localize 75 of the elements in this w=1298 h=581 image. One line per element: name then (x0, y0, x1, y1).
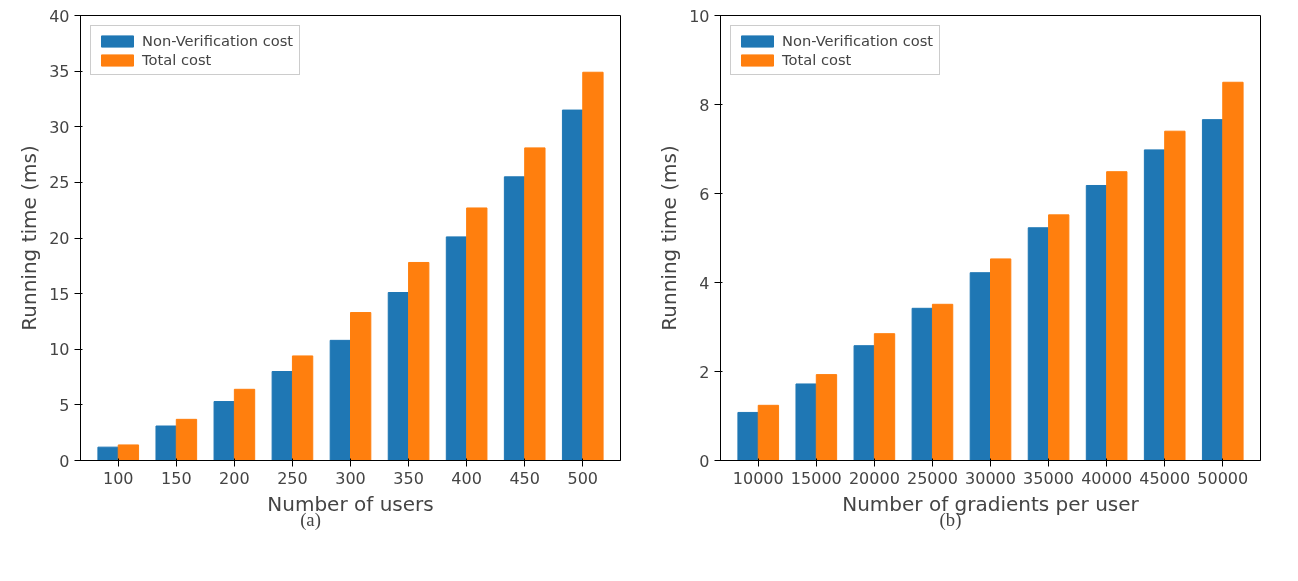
y-tick-label: 4 (699, 273, 710, 293)
bar (1048, 214, 1070, 461)
bar (445, 236, 468, 461)
bar (853, 345, 875, 461)
x-tick-label: 350 (393, 468, 424, 488)
bar (969, 272, 991, 461)
bar (990, 258, 1012, 461)
legend-label: Non-Verification cost (782, 32, 934, 49)
x-tick-label: 20000 (848, 468, 900, 488)
x-tick-label: 40000 (1081, 468, 1133, 488)
x-tick-label: 250 (277, 468, 308, 488)
bar (291, 355, 314, 461)
bar (175, 418, 198, 461)
bar (155, 425, 177, 461)
bar (582, 71, 604, 461)
y-tick-label: 25 (49, 173, 70, 193)
x-tick-label: 15000 (790, 468, 842, 488)
bar (329, 339, 351, 461)
bar (737, 411, 759, 461)
y-tick-label: 8 (699, 95, 710, 115)
x-tick-label: 400 (451, 468, 482, 488)
y-tick-label: 20 (49, 229, 70, 248)
y-tick-label: 6 (699, 184, 710, 204)
bar (213, 401, 235, 461)
y-axis-title: Running time (ms) (657, 145, 682, 331)
bar (1027, 227, 1050, 461)
y-tick-label: 0 (59, 451, 70, 471)
bar (271, 371, 293, 461)
bar (408, 261, 430, 461)
x-tick-label: 450 (509, 468, 540, 488)
y-tick-label: 0 (699, 451, 710, 471)
y-tick-label: 5 (59, 395, 70, 415)
x-tick-label: 100 (102, 468, 134, 488)
x-tick-label: 30000 (965, 468, 1016, 488)
legend-label: Non-Verification cost (142, 32, 294, 49)
bar (524, 147, 546, 461)
legend-label: Total cost (782, 51, 852, 68)
y-axis-title: Running time (ms) (17, 145, 42, 331)
bar (1222, 81, 1244, 461)
y-tick-label: 15 (49, 284, 70, 304)
bar (117, 444, 140, 461)
x-tick-label: 200 (219, 468, 250, 488)
bar (1085, 184, 1108, 461)
bar (503, 176, 526, 461)
x-tick-label: 25000 (906, 468, 958, 488)
bar (387, 292, 410, 461)
bar (757, 404, 780, 461)
bar (1106, 171, 1128, 461)
x-tick-label: 500 (567, 468, 599, 488)
x-tick-label: 45000 (1139, 468, 1191, 488)
bar (1201, 119, 1224, 461)
y-tick-label: 10 (49, 340, 70, 360)
bar (1164, 130, 1186, 461)
bar (97, 446, 119, 461)
x-tick-label: 10000 (732, 468, 784, 488)
bar (350, 312, 372, 461)
y-tick-label: 2 (699, 362, 710, 382)
bar (815, 374, 838, 461)
y-tick-label: 30 (49, 117, 70, 137)
bar (931, 303, 954, 461)
bar (233, 388, 256, 461)
bar (795, 383, 817, 461)
bar (873, 333, 896, 461)
x-tick-label: 35000 (1023, 468, 1075, 488)
y-tick-label: 10 (689, 6, 710, 26)
x-tick-label: 50000 (1197, 468, 1249, 488)
bar (561, 109, 584, 461)
y-tick-label: 35 (49, 62, 70, 82)
x-tick-label: 150 (161, 468, 192, 488)
x-tick-label: 300 (335, 468, 366, 488)
legend-label: Total cost (142, 51, 212, 68)
y-tick-label: 40 (49, 6, 70, 26)
bar (1143, 149, 1166, 461)
bar (466, 207, 488, 461)
bar (911, 307, 933, 461)
